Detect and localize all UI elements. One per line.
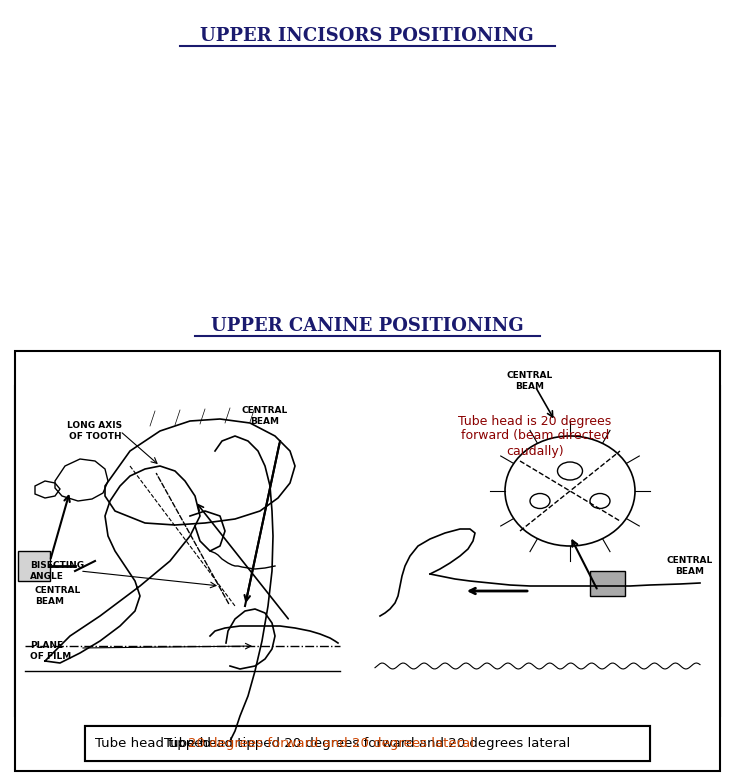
Bar: [15, 351, 720, 771]
Text: UPPER INCISORS POSITIONING: UPPER INCISORS POSITIONING: [200, 27, 534, 45]
Polygon shape: [18, 551, 50, 581]
Bar: [85, 726, 650, 761]
Text: CENTRAL
BEAM: CENTRAL BEAM: [507, 371, 553, 390]
Text: LONG AXIS
OF TOOTH: LONG AXIS OF TOOTH: [68, 421, 123, 440]
Text: UPPER CANINE POSITIONING: UPPER CANINE POSITIONING: [211, 317, 523, 335]
Text: PLANE
OF FILM: PLANE OF FILM: [30, 641, 71, 661]
Bar: [435, 401, 635, 471]
Bar: [465, 576, 510, 606]
Text: Tube head tipped 20 degrees forward and 20 degrees lateral: Tube head tipped 20 degrees forward and …: [165, 737, 570, 750]
Text: CENTRAL
BEAM: CENTRAL BEAM: [35, 587, 82, 606]
Text: CENTRAL
BEAM: CENTRAL BEAM: [667, 556, 713, 576]
Bar: [258, 651, 313, 655]
Text: 20 degrees forward and 20 degrees lateral: 20 degrees forward and 20 degrees latera…: [188, 737, 475, 750]
Text: Tube head tipped: Tube head tipped: [95, 737, 215, 750]
Text: Tube head is 20 degrees
forward (beam directed
caudally): Tube head is 20 degrees forward (beam di…: [459, 415, 612, 458]
Bar: [15, 386, 720, 716]
Bar: [400, 541, 490, 651]
Bar: [255, 631, 315, 653]
Bar: [85, 726, 650, 761]
Text: CENTRAL
BEAM: CENTRAL BEAM: [242, 406, 288, 426]
Bar: [220, 571, 270, 621]
Bar: [590, 571, 625, 596]
Text: BISECTING
ANGLE: BISECTING ANGLE: [30, 562, 84, 581]
